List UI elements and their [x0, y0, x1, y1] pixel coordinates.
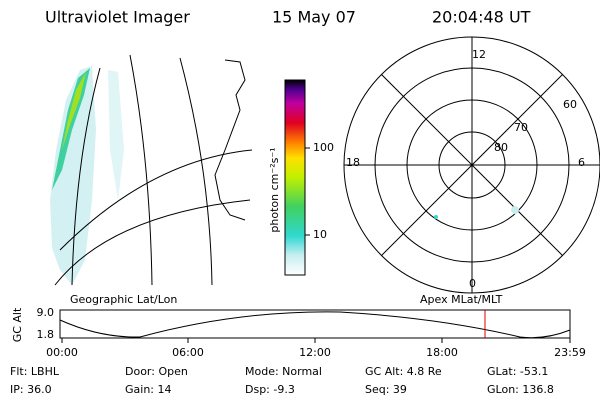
alt-right-label: Apex MLat/MLT — [420, 293, 503, 306]
alt-curve — [59, 311, 571, 339]
map-image — [50, 54, 253, 286]
footer-field: GLon: 136.8 — [487, 383, 554, 396]
alt-y-label: 9.0 — [37, 306, 55, 319]
colorbar-label: photon cm⁻²s⁻¹ — [268, 147, 281, 232]
alt-y-label: 1.8 — [37, 328, 55, 341]
mlt-label: 6 — [578, 156, 585, 169]
footer-field: Door: Open — [125, 365, 188, 378]
colorbar — [284, 79, 306, 276]
alt-left-label: Geographic Lat/Lon — [70, 293, 177, 306]
lat-label: 60 — [563, 98, 577, 111]
footer-field: GLat: -53.1 — [487, 365, 548, 378]
lat-label: 80 — [494, 141, 508, 154]
footer-field: IP: 36.0 — [10, 383, 52, 396]
time: 20:04:48 UT — [432, 8, 531, 27]
alt-axis-label: GC Alt — [11, 307, 24, 342]
time-label: 12:00 — [299, 346, 331, 359]
date: 15 May 07 — [272, 8, 356, 27]
lat-label: 70 — [514, 121, 528, 134]
title: Ultraviolet Imager — [45, 8, 190, 27]
colorbar-tick: 10 — [313, 228, 327, 241]
mlt-label: 18 — [346, 156, 360, 169]
footer-field: Mode: Normal — [245, 365, 322, 378]
time-label: 06:00 — [172, 346, 204, 359]
time-label: 23:59 — [554, 346, 586, 359]
footer-field: Dsp: -9.3 — [245, 383, 295, 396]
mlt-label: 12 — [472, 48, 486, 61]
footer-field: Seq: 39 — [365, 383, 407, 396]
alt-panel — [59, 309, 571, 339]
mlt-label: 0 — [469, 277, 476, 290]
footer-field: Gain: 14 — [125, 383, 172, 396]
footer-field: GC Alt: 4.8 Re — [365, 365, 442, 378]
time-label: 18:00 — [426, 346, 458, 359]
footer-field: Flt: LBHL — [10, 365, 60, 378]
polar-grid — [343, 36, 600, 294]
colorbar-tick: 100 — [313, 141, 334, 154]
time-label: 00:00 — [46, 346, 78, 359]
